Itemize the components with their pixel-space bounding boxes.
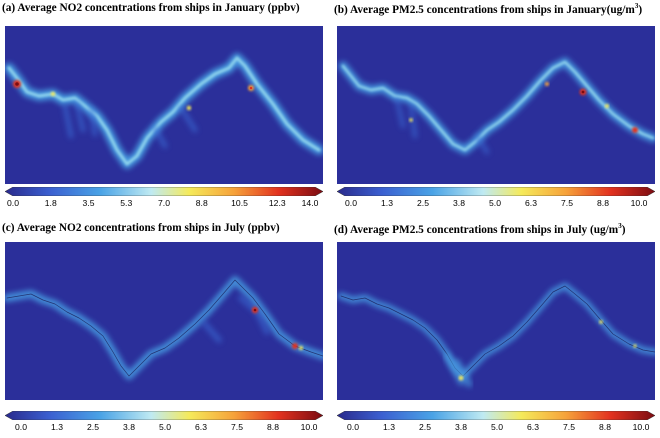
tick-label: 5.3 <box>120 198 133 208</box>
tick-label: 7.5 <box>231 422 243 432</box>
shipping-route-plume <box>337 282 655 388</box>
tick-label: 1.3 <box>51 422 63 432</box>
concentration-map <box>5 26 323 184</box>
colorbar-ticks: 0.0 1.3 2.5 3.8 5.0 6.3 7.5 8.8 10.0 <box>5 422 323 434</box>
tick-label: 10.5 <box>231 198 248 208</box>
concentration-map <box>337 242 655 400</box>
tick-label: 3.8 <box>455 422 467 432</box>
tick-label: 1.3 <box>381 198 393 208</box>
colorbar <box>5 187 323 196</box>
tick-label: 3.5 <box>82 198 95 208</box>
tick-label: 5.0 <box>489 198 501 208</box>
shipping-route-plume <box>5 276 323 380</box>
tick-label: 7.5 <box>561 198 573 208</box>
panel-title-text: (d) Average PM2.5 concentrations from sh… <box>334 223 619 236</box>
tick-label: 3.8 <box>453 198 465 208</box>
tick-label: 10.0 <box>630 198 648 208</box>
tick-label: 12.3 <box>268 198 286 208</box>
tick-label: 10.0 <box>300 422 318 432</box>
tick-label: 2.5 <box>417 198 429 208</box>
tick-label: 14.0 <box>301 198 319 208</box>
tick-label: 8.8 <box>267 422 279 432</box>
tick-label: 8.8 <box>597 198 609 208</box>
tick-label: 5.0 <box>159 422 171 432</box>
shipping-route-plume <box>338 57 655 155</box>
tick-label: 7.0 <box>158 198 170 208</box>
panel-title: (a) Average NO2 concentrations from ship… <box>2 2 300 14</box>
panel-title-superscript: 3 <box>634 2 639 10</box>
panel-title-end: ) <box>621 223 626 236</box>
colorbar-ticks: 0.0 1.3 2.5 3.8 5.0 6.3 7.5 8.8 10.0 <box>337 198 655 210</box>
panel-title: (c) Average NO2 concentrations from ship… <box>2 222 280 234</box>
tick-label: 6.3 <box>527 422 539 432</box>
colorbar <box>5 411 323 420</box>
panel-c: (c) Average NO2 concentrations from ship… <box>2 222 324 436</box>
tick-label: 1.3 <box>383 422 395 432</box>
tick-label: 1.8 <box>44 198 57 208</box>
panel-b: (b) Average PM2.5 concentrations from sh… <box>334 2 656 220</box>
tick-label: 0.0 <box>347 422 359 432</box>
tick-label: 8.8 <box>195 198 208 208</box>
tick-label: 3.8 <box>123 422 135 432</box>
tick-label: 8.8 <box>599 422 611 432</box>
concentration-map <box>5 242 323 400</box>
tick-label: 0.0 <box>7 198 19 208</box>
colorbar <box>337 187 655 196</box>
tick-label: 2.5 <box>87 422 99 432</box>
shipping-route-plume <box>5 53 323 169</box>
colorbar-ticks: 0.0 1.3 2.5 3.8 5.0 6.3 7.5 8.8 10.0 <box>337 422 655 434</box>
tick-label: 0.0 <box>345 198 357 208</box>
tick-label: 0.0 <box>15 422 27 432</box>
panel-title: (b) Average PM2.5 concentrations from sh… <box>334 2 642 16</box>
panel-title-end: ) <box>638 3 643 16</box>
panel-title: (d) Average PM2.5 concentrations from sh… <box>334 222 625 236</box>
tick-label: 10.0 <box>632 422 650 432</box>
tick-label: 6.3 <box>525 198 537 208</box>
tick-label: 5.0 <box>491 422 503 432</box>
panel-title-superscript: 3 <box>618 222 622 230</box>
colorbar <box>337 411 655 420</box>
panel-d: (d) Average PM2.5 concentrations from sh… <box>334 222 656 436</box>
colorbar-ticks: 0.0 1.8 3.5 5.3 7.0 8.8 10.5 12.3 14.0 <box>5 198 323 210</box>
panel-title-text: (b) Average PM2.5 concentrations from sh… <box>334 3 635 16</box>
tick-label: 7.5 <box>563 422 575 432</box>
concentration-map <box>337 26 655 184</box>
tick-label: 2.5 <box>419 422 431 432</box>
tick-label: 6.3 <box>195 422 207 432</box>
panel-a: (a) Average NO2 concentrations from ship… <box>2 2 324 220</box>
